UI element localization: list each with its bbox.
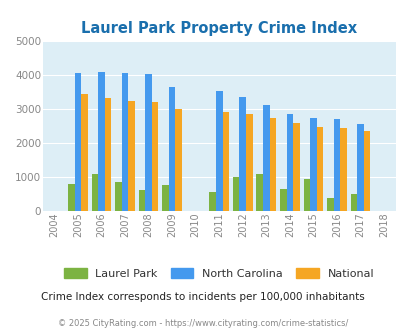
- Bar: [75, 73, 81, 211]
- Bar: [333, 119, 339, 211]
- Bar: [363, 131, 369, 211]
- Bar: [256, 175, 262, 211]
- Bar: [122, 73, 128, 211]
- Bar: [356, 124, 363, 211]
- Bar: [215, 91, 222, 211]
- Bar: [286, 114, 292, 211]
- Bar: [98, 72, 104, 211]
- Text: © 2025 CityRating.com - https://www.cityrating.com/crime-statistics/: © 2025 CityRating.com - https://www.city…: [58, 319, 347, 328]
- Bar: [292, 123, 299, 211]
- Legend: Laurel Park, North Carolina, National: Laurel Park, North Carolina, National: [64, 268, 373, 279]
- Bar: [115, 182, 122, 211]
- Bar: [222, 112, 228, 211]
- Bar: [326, 198, 333, 211]
- Bar: [145, 74, 151, 211]
- Bar: [279, 189, 286, 211]
- Bar: [104, 98, 111, 211]
- Bar: [168, 87, 175, 211]
- Bar: [175, 109, 181, 211]
- Bar: [128, 101, 134, 211]
- Bar: [151, 102, 158, 211]
- Bar: [209, 192, 215, 211]
- Bar: [139, 190, 145, 211]
- Bar: [339, 128, 346, 211]
- Bar: [350, 194, 356, 211]
- Bar: [239, 97, 245, 211]
- Bar: [162, 185, 168, 211]
- Bar: [303, 179, 309, 211]
- Bar: [81, 94, 87, 211]
- Title: Laurel Park Property Crime Index: Laurel Park Property Crime Index: [81, 21, 356, 36]
- Bar: [92, 174, 98, 211]
- Bar: [68, 184, 75, 211]
- Bar: [269, 118, 275, 211]
- Text: Crime Index corresponds to incidents per 100,000 inhabitants: Crime Index corresponds to incidents per…: [41, 292, 364, 302]
- Bar: [309, 118, 316, 211]
- Bar: [245, 114, 252, 211]
- Bar: [262, 106, 269, 211]
- Bar: [316, 127, 322, 211]
- Bar: [232, 177, 239, 211]
